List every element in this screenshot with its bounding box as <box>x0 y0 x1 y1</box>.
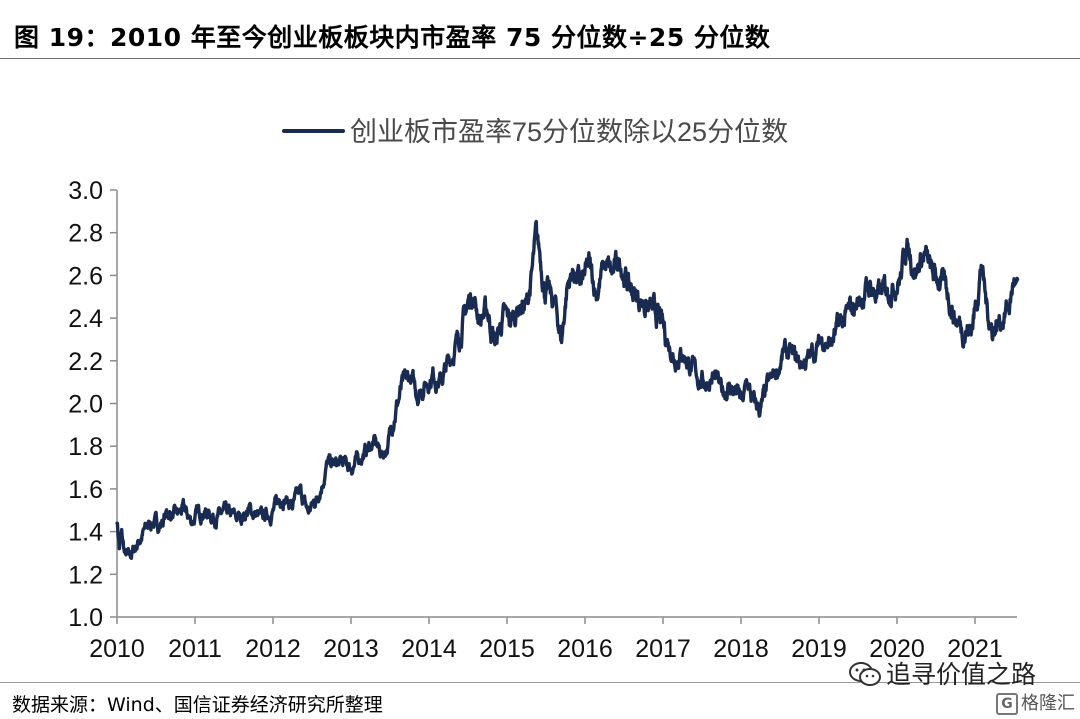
y-tick-label: 2.4 <box>68 305 103 333</box>
y-tick-label: 2.6 <box>68 262 103 290</box>
y-tick-label: 1.8 <box>68 433 103 461</box>
y-tick-label: 2.2 <box>68 348 103 376</box>
x-tick-label: 2013 <box>323 635 379 663</box>
y-tick-label: 2.0 <box>68 391 103 419</box>
x-tick-label: 2018 <box>713 635 769 663</box>
series-line <box>115 219 1020 560</box>
legend: 创业板市盈率75分位数除以25分位数 <box>282 117 788 147</box>
x-tick-label: 2021 <box>947 635 1003 663</box>
y-tick-label: 3.0 <box>68 177 103 205</box>
brand-text: 格隆汇 <box>1021 693 1075 714</box>
x-tick-label: 2012 <box>245 635 301 663</box>
y-tick-label: 1.2 <box>68 561 103 589</box>
x-tick-label: 2015 <box>479 635 535 663</box>
wechat-icon <box>849 662 881 686</box>
y-tick-label: 2.8 <box>68 220 103 248</box>
title-divider <box>0 58 1080 59</box>
watermark: 追寻价值之路 <box>848 655 1036 691</box>
watermark-text: 追寻价值之路 <box>886 660 1037 689</box>
y-tick-label: 1.4 <box>68 519 103 547</box>
x-tick-label: 2019 <box>791 635 847 663</box>
figure-title: 图 19：2010 年至今创业板板块内市盈率 75 分位数÷25 分位数 <box>14 23 771 52</box>
x-tick-label: 2011 <box>168 635 222 663</box>
x-tick-label: 2010 <box>89 635 145 663</box>
brand-mark: G 格隆汇 <box>996 689 1075 715</box>
y-tick-label: 1.6 <box>68 476 103 504</box>
source-note: 数据来源：Wind、国信证券经济研究所整理 <box>12 694 383 716</box>
x-tick-label: 2016 <box>557 635 613 663</box>
x-tick-label: 2014 <box>401 635 457 663</box>
legend-label: 创业板市盈率75分位数除以25分位数 <box>350 117 788 147</box>
brand-logo-icon: G <box>996 693 1018 715</box>
y-tick-label: 1.0 <box>68 604 103 632</box>
footer-divider <box>0 682 1080 683</box>
x-tick-label: 2017 <box>635 635 691 663</box>
x-tick-label: 2020 <box>869 635 925 663</box>
